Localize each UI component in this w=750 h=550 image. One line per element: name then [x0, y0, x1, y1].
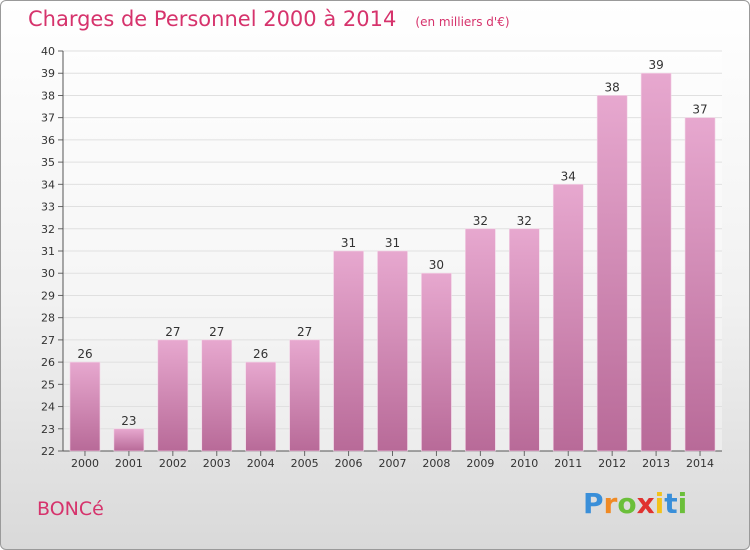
- y-tick-label: 36: [41, 134, 55, 147]
- bar: [552, 184, 584, 452]
- y-tick-label: 40: [41, 45, 55, 58]
- bar: [245, 361, 276, 452]
- data-label: 39: [648, 58, 663, 72]
- data-label: 31: [341, 236, 356, 250]
- y-tick-label: 22: [41, 445, 55, 458]
- x-tick-label: 2012: [598, 457, 626, 470]
- x-tick-label: 2013: [642, 457, 670, 470]
- data-label: 26: [253, 347, 268, 361]
- x-tick-label: 2005: [291, 457, 319, 470]
- logo-letter: o: [617, 487, 637, 520]
- logo-letter: x: [636, 487, 655, 520]
- logo-letter: i: [677, 487, 688, 520]
- data-label: 31: [385, 236, 400, 250]
- logo-letter: i: [654, 487, 665, 520]
- y-tick-label: 30: [41, 267, 55, 280]
- x-tick-label: 2001: [115, 457, 143, 470]
- y-tick-label: 24: [41, 401, 55, 414]
- data-label: 26: [77, 347, 92, 361]
- data-label: 37: [692, 103, 707, 117]
- bar: [113, 428, 145, 452]
- data-label: 32: [473, 214, 488, 228]
- bar: [377, 250, 408, 452]
- y-tick-label: 32: [41, 223, 55, 236]
- bar: [596, 95, 628, 452]
- y-tick-label: 26: [41, 356, 55, 369]
- bar: [157, 339, 189, 452]
- data-label: 27: [297, 325, 312, 339]
- chart-header: Charges de Personnel 2000 à 2014 (en mil…: [28, 7, 510, 31]
- x-tick-label: 2006: [335, 457, 363, 470]
- x-tick-label: 2011: [554, 457, 582, 470]
- y-tick-label: 39: [41, 67, 55, 80]
- y-tick-label: 31: [41, 245, 55, 258]
- bar: [508, 228, 540, 452]
- bar: [201, 339, 233, 452]
- x-tick-label: 2003: [203, 457, 231, 470]
- x-tick-label: 2004: [247, 457, 275, 470]
- x-tick-label: 2002: [159, 457, 187, 470]
- y-tick-label: 34: [41, 178, 55, 191]
- data-label: 27: [165, 325, 180, 339]
- y-tick-label: 25: [41, 378, 55, 391]
- proxiti-logo[interactable]: Proxiti: [583, 487, 687, 520]
- data-label: 30: [429, 258, 444, 272]
- data-label: 38: [605, 80, 620, 94]
- x-tick-label: 2008: [422, 457, 450, 470]
- data-label: 34: [561, 169, 576, 183]
- x-tick-label: 2014: [686, 457, 714, 470]
- data-label: 27: [209, 325, 224, 339]
- bar: [465, 228, 496, 452]
- bar: [684, 117, 716, 452]
- bar: [640, 72, 672, 452]
- y-tick-label: 23: [41, 423, 55, 436]
- bar: [289, 339, 320, 452]
- y-tick-label: 27: [41, 334, 55, 347]
- logo-letter: P: [583, 487, 604, 520]
- data-label: 23: [121, 414, 136, 428]
- x-tick-label: 2009: [466, 457, 494, 470]
- bar: [69, 361, 101, 452]
- y-tick-label: 38: [41, 89, 55, 102]
- town-name: BONCé: [37, 498, 104, 520]
- y-tick-label: 28: [41, 312, 55, 325]
- chart-title: Charges de Personnel 2000 à 2014: [28, 7, 397, 31]
- bar: [333, 250, 364, 452]
- logo-letter: t: [664, 487, 678, 520]
- y-tick-label: 33: [41, 201, 55, 214]
- chart-subtitle: (en milliers d'€): [415, 15, 510, 29]
- bar: [421, 272, 452, 452]
- y-tick-label: 29: [41, 289, 55, 302]
- logo-letter: r: [603, 487, 618, 520]
- y-tick-label: 35: [41, 156, 55, 169]
- x-tick-label: 2000: [71, 457, 99, 470]
- x-tick-label: 2010: [510, 457, 538, 470]
- data-label: 32: [517, 214, 532, 228]
- x-tick-label: 2007: [379, 457, 407, 470]
- y-tick-label: 37: [41, 112, 55, 125]
